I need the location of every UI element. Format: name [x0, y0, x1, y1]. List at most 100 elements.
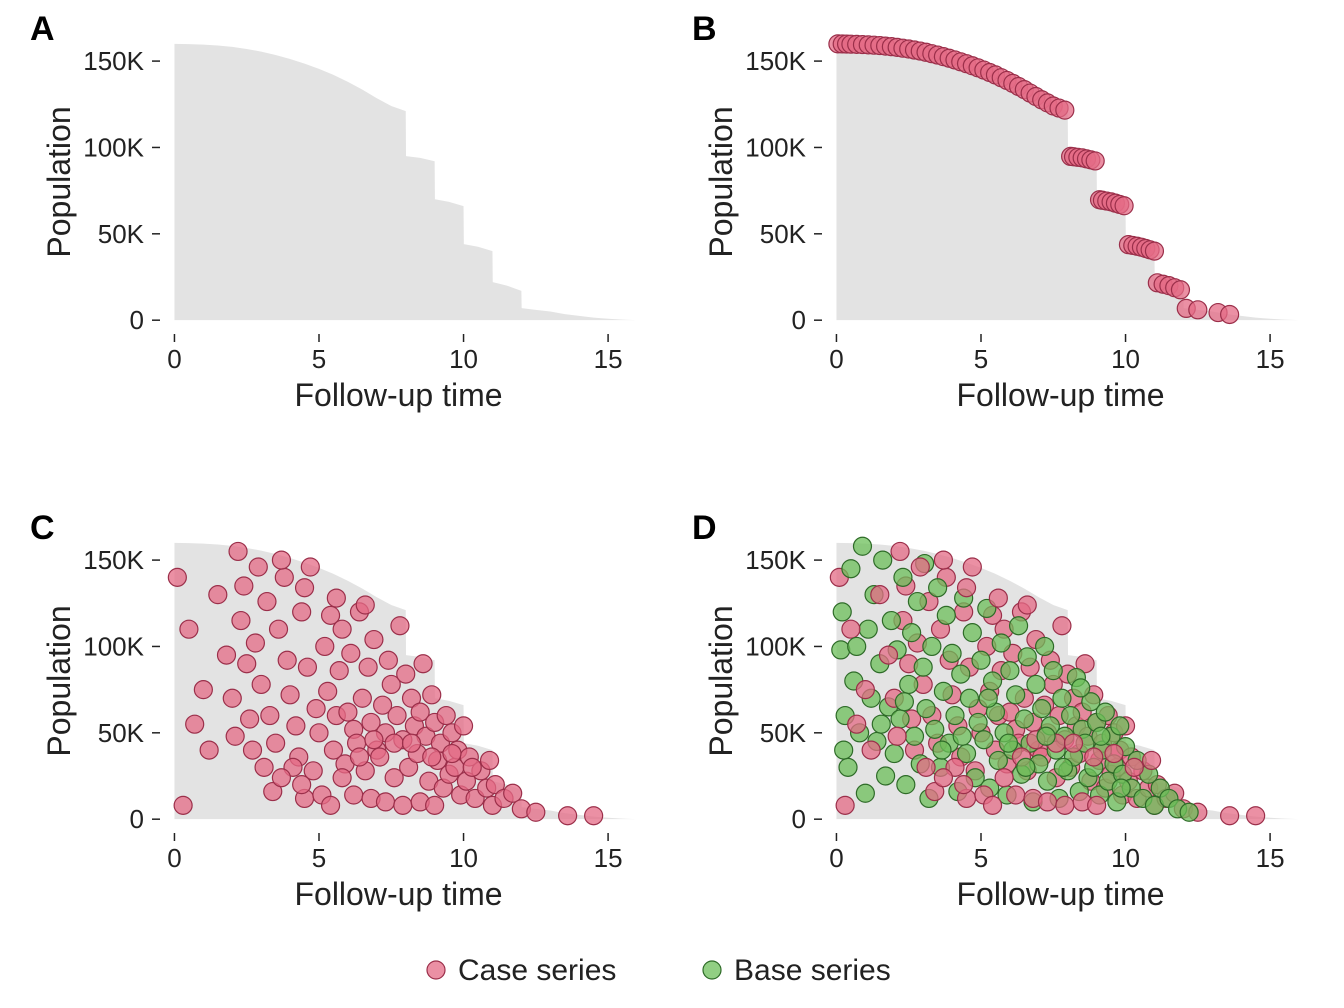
base-point	[934, 682, 952, 700]
case-point	[1056, 101, 1074, 119]
case-point	[194, 681, 212, 699]
case-point	[310, 724, 328, 742]
panel-label: A	[30, 10, 55, 48]
base-point	[1018, 648, 1036, 666]
xtick-label: 0	[829, 344, 843, 374]
case-point	[238, 655, 256, 673]
base-point	[874, 551, 892, 569]
base-point	[1054, 758, 1072, 776]
case-point	[1115, 197, 1133, 215]
case-point	[200, 741, 218, 759]
base-point	[895, 693, 913, 711]
case-point	[437, 707, 455, 725]
case-point	[296, 579, 314, 597]
base-point	[859, 620, 877, 638]
ytick-label: 150K	[83, 46, 144, 76]
case-point	[1189, 301, 1207, 319]
base-point	[1044, 662, 1062, 680]
xtick-label: 10	[449, 344, 478, 374]
case-point	[293, 603, 311, 621]
case-point	[1018, 596, 1036, 614]
case-point	[322, 796, 340, 814]
ytick-label: 0	[792, 804, 806, 834]
ytick-label: 0	[792, 305, 806, 335]
case-point	[1038, 793, 1056, 811]
xlabel: Follow-up time	[294, 876, 502, 912]
case-point	[1105, 745, 1123, 763]
xtick-label: 15	[594, 843, 623, 873]
case-point	[301, 558, 319, 576]
case-point	[330, 662, 348, 680]
case-point	[891, 542, 909, 560]
base-point	[946, 707, 964, 725]
base-point	[832, 641, 850, 659]
case-point	[258, 593, 276, 611]
base-point	[894, 568, 912, 586]
case-point	[379, 651, 397, 669]
case-point	[261, 707, 279, 725]
base-point	[903, 624, 921, 642]
base-point	[1001, 662, 1019, 680]
base-point	[1092, 727, 1110, 745]
case-point	[342, 644, 360, 662]
legend-case-icon	[427, 961, 445, 979]
case-point	[879, 646, 897, 664]
base-point	[1037, 727, 1055, 745]
case-point	[255, 758, 273, 776]
base-point	[872, 715, 890, 733]
xtick-label: 5	[312, 843, 326, 873]
case-point	[385, 734, 403, 752]
case-point	[1065, 734, 1083, 752]
base-point	[1180, 803, 1198, 821]
ytick-label: 100K	[83, 132, 144, 162]
base-point	[923, 637, 941, 655]
legend-label: Case series	[458, 954, 616, 987]
base-point	[953, 727, 971, 745]
legend: Case seriesBase series	[427, 954, 891, 987]
case-point	[287, 717, 305, 735]
base-point	[848, 637, 866, 655]
ytick-label: 100K	[745, 132, 806, 162]
case-point	[371, 748, 389, 766]
xtick-label: 5	[974, 843, 988, 873]
xtick-label: 0	[167, 843, 181, 873]
xtick-label: 10	[1111, 344, 1140, 374]
case-point	[356, 596, 374, 614]
base-point	[975, 731, 993, 749]
ylabel: Population	[41, 605, 77, 756]
case-point	[252, 675, 270, 693]
xtick-label: 0	[167, 344, 181, 374]
xtick-label: 15	[594, 344, 623, 374]
ytick-label: 50K	[760, 219, 807, 249]
case-point	[217, 646, 235, 664]
base-point	[1007, 686, 1025, 704]
case-point	[333, 769, 351, 787]
base-point	[900, 675, 918, 693]
panel-label: B	[692, 10, 717, 48]
ylabel: Population	[703, 605, 739, 756]
case-point	[333, 620, 351, 638]
base-point	[914, 658, 932, 676]
case-point	[1145, 242, 1163, 260]
base-point	[1096, 703, 1114, 721]
case-point	[426, 796, 444, 814]
base-point	[969, 713, 987, 731]
ytick-label: 100K	[83, 631, 144, 661]
xtick-label: 10	[1111, 843, 1140, 873]
case-point	[359, 658, 377, 676]
base-point	[979, 689, 997, 707]
base-point	[885, 745, 903, 763]
base-point	[937, 606, 955, 624]
base-point	[1010, 617, 1028, 635]
panel-B: B051015050K100K150KFollow-up timePopulat…	[692, 10, 1299, 413]
xtick-label: 15	[1256, 344, 1285, 374]
case-point	[397, 665, 415, 683]
case-point	[911, 558, 929, 576]
case-point	[934, 769, 952, 787]
case-point	[241, 710, 259, 728]
case-point	[278, 651, 296, 669]
case-point	[249, 558, 267, 576]
case-point	[353, 689, 371, 707]
case-point	[1056, 796, 1074, 814]
ylabel: Population	[703, 106, 739, 257]
